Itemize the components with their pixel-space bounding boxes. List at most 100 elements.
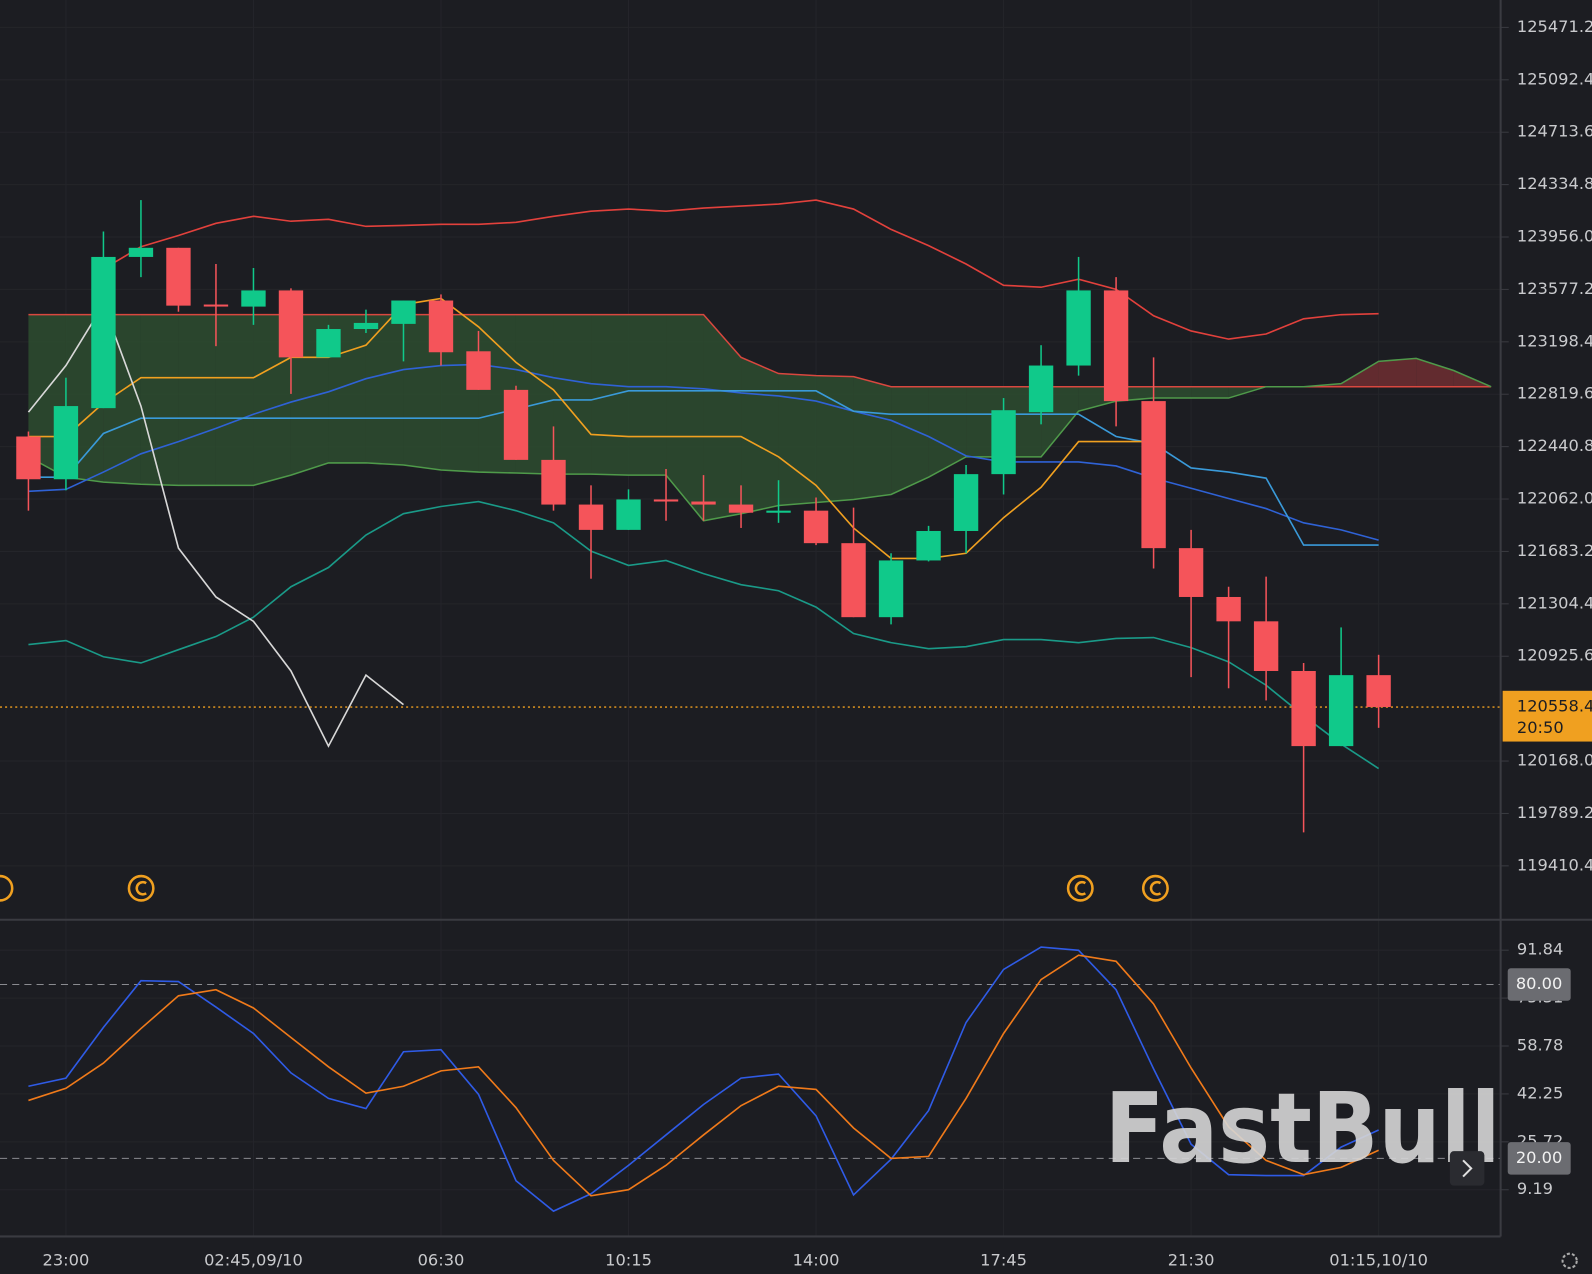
candle-body: [803, 510, 829, 544]
candle-body: [953, 474, 979, 531]
candle-body: [53, 406, 79, 480]
candle-body: [916, 530, 941, 561]
cloud-segment: [1378, 358, 1417, 387]
candle-body: [1366, 675, 1391, 708]
y-tick-label: 120925.6: [1517, 646, 1592, 665]
y-tick-label: 123577.2: [1517, 279, 1592, 298]
y-tick-label: 58.78: [1517, 1036, 1563, 1055]
indicator-line: [27, 302, 404, 748]
candle-body: [878, 560, 904, 618]
cloud-segment: [1153, 386, 1192, 399]
event-glyph: [1149, 880, 1162, 896]
level-badge-label: 20.00: [1516, 1148, 1562, 1167]
y-tick-label: 42.25: [1517, 1083, 1563, 1102]
candle-body: [653, 499, 679, 502]
event-icon[interactable]: [0, 874, 14, 902]
price-badge: [1502, 690, 1592, 742]
x-tick-label: 21:30: [1168, 1250, 1215, 1269]
cloud-segment: [1416, 358, 1454, 387]
candle-body: [691, 501, 716, 505]
level-badge-label: 80.00: [1516, 974, 1562, 993]
y-tick-label: 121683.2: [1517, 541, 1592, 560]
cloud-segment: [816, 375, 854, 503]
x-tick-label: 01:15,10/10: [1329, 1250, 1428, 1269]
cloud-segment: [178, 314, 216, 486]
cloud-segment: [741, 357, 779, 514]
candle-body: [578, 504, 604, 530]
candle-body: [503, 389, 529, 460]
candle-body: [391, 300, 416, 324]
event-icon[interactable]: [1066, 874, 1094, 902]
cloud-segment: [403, 314, 441, 470]
event-icon[interactable]: [1141, 874, 1169, 902]
candle-body: [841, 543, 866, 618]
candle-body: [1253, 621, 1279, 671]
x-tick-label: 14:00: [793, 1250, 840, 1269]
candle-body: [353, 322, 379, 330]
y-tick-label: 119410.4: [1517, 855, 1592, 874]
candle-body: [1178, 548, 1204, 597]
cloud-edge: [28, 313, 1492, 388]
cloud-segment: [628, 314, 667, 476]
event-glyph: [135, 880, 147, 896]
y-tick-label: 122819.6: [1517, 384, 1592, 403]
x-tick-label: 10:15: [605, 1250, 652, 1269]
cloud-segment: [215, 314, 254, 486]
x-tick-label: 17:45: [980, 1250, 1027, 1269]
price-badge-countdown: 20:50: [1517, 718, 1564, 737]
y-tick-label: 125092.4: [1517, 69, 1592, 88]
cloud-segment: [891, 386, 929, 495]
candle-body: [616, 499, 641, 530]
settings-icon[interactable]: [1561, 1252, 1578, 1269]
candle-body: [1328, 675, 1354, 747]
candle-body: [1141, 401, 1166, 549]
y-tick-label: 9.19: [1517, 1179, 1553, 1198]
oscillator-line: [28, 946, 1379, 1213]
y-tick-label: 122062.0: [1517, 489, 1592, 508]
level-badge: [1507, 1142, 1571, 1175]
indicator-line: [103, 199, 1379, 340]
candle-body: [1028, 365, 1054, 413]
scroll-button[interactable]: [1449, 1151, 1485, 1186]
candle-body: [541, 459, 566, 505]
cloud-segment: [140, 314, 179, 486]
y-tick-label: 123198.4: [1517, 331, 1592, 350]
y-tick-label: 122440.8: [1517, 436, 1592, 455]
watermark: FastBull: [1105, 1072, 1501, 1185]
cloud-segment: [666, 314, 704, 521]
candle-body: [1066, 290, 1091, 366]
y-tick-label: 125471.2: [1517, 17, 1592, 36]
y-tick-label: 124713.6: [1517, 122, 1592, 141]
x-tick-label: 23:00: [43, 1250, 90, 1269]
candle-body: [278, 290, 304, 358]
level-badge: [1507, 968, 1571, 1001]
cloud-segment: [853, 376, 892, 500]
oscillator-line: [28, 954, 1379, 1197]
y-tick-label: 120168.0: [1517, 751, 1592, 770]
y-tick-label: 123956.0: [1517, 227, 1592, 246]
cloud-segment: [1191, 386, 1229, 399]
x-tick-label: 02:45,09/10: [204, 1250, 303, 1269]
candle-body: [466, 351, 491, 390]
candle-body: [166, 247, 191, 306]
cloud-segment: [928, 386, 967, 478]
cloud-segment: [553, 314, 592, 475]
candle-body: [766, 510, 791, 513]
candle-body: [203, 304, 229, 307]
cloud-segment: [365, 314, 404, 466]
candle-body: [728, 504, 754, 513]
candle-body: [16, 436, 41, 480]
candle-body: [1103, 290, 1129, 402]
candle-body: [991, 410, 1016, 475]
y-tick-label: 124334.8: [1517, 174, 1592, 193]
event-markers: [0, 874, 1169, 902]
chevron-icon: [1462, 1159, 1473, 1178]
candle-body: [241, 290, 266, 307]
candle-body: [1291, 670, 1316, 747]
candle-body: [1216, 596, 1241, 622]
candle-body: [316, 329, 341, 358]
indicator-line: [28, 500, 1380, 770]
event-icon[interactable]: [127, 874, 155, 902]
